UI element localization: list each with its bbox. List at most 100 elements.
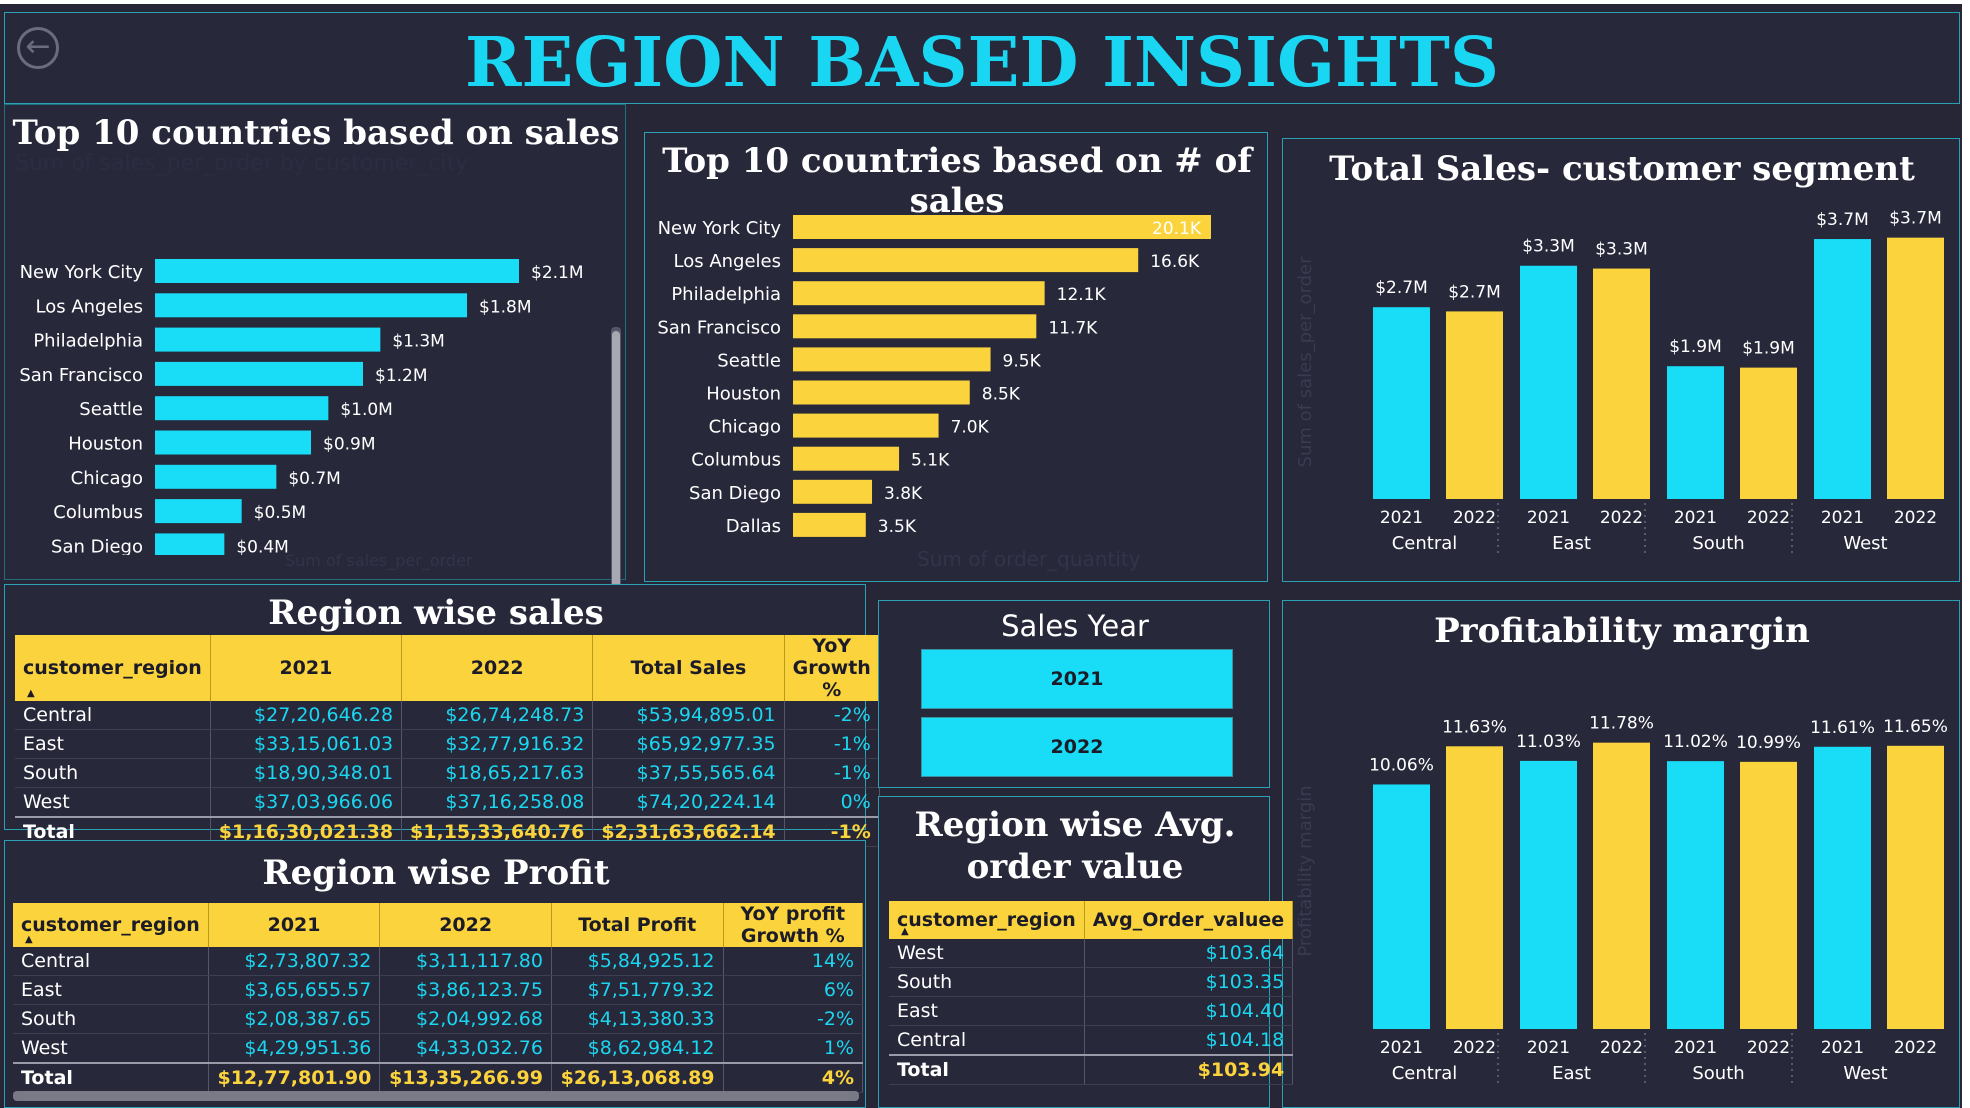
x-tick-label: 2021 bbox=[1527, 1038, 1570, 1058]
data-label: $3.3M bbox=[1522, 237, 1575, 257]
bar bbox=[155, 533, 225, 555]
profit-margin-chart: 10.06% 2021 11.63% 2022 Central 11.03% 2021 11.… bbox=[1295, 714, 1948, 1084]
table-cell: 6% bbox=[723, 975, 864, 1005]
sales-header-cell[interactable]: Total Sales bbox=[592, 635, 785, 701]
x-tick-label: 2021 bbox=[1821, 508, 1864, 528]
table-cell: Central bbox=[13, 947, 209, 976]
segment-chart: $2.7M 2021 $2.7M 2022 Central $3.3M 2021 $3.3M 2… bbox=[1295, 209, 1944, 554]
group-label: East bbox=[1552, 1063, 1591, 1084]
slicer-option-2021[interactable]: 2021 bbox=[921, 649, 1233, 709]
table-cell: 0% bbox=[784, 787, 880, 818]
table-cell: -1% bbox=[784, 758, 880, 788]
table-row: West $103.64 bbox=[889, 939, 1294, 968]
bar bbox=[1667, 366, 1724, 499]
table-cell: $3,11,117.80 bbox=[379, 947, 552, 976]
x-tick-label: 2022 bbox=[1600, 1038, 1643, 1058]
profit-table-scrollbar[interactable] bbox=[13, 1091, 859, 1101]
aov-title-line1: Region wise Avg. bbox=[914, 805, 1236, 845]
table-cell: $7,51,779.32 bbox=[551, 975, 724, 1005]
top-sales-scrollbar-thumb[interactable] bbox=[612, 331, 620, 625]
category-label: New York City bbox=[20, 262, 144, 283]
table-cell: $26,74,248.73 bbox=[401, 701, 594, 730]
x-tick-label: 2021 bbox=[1380, 1038, 1423, 1058]
bar bbox=[1446, 746, 1503, 1029]
table-row: East $33,15,061.03 $32,77,916.32 $65,92,977… bbox=[15, 729, 880, 759]
table-cell: West bbox=[15, 787, 211, 818]
x-tick-label: 2022 bbox=[1453, 508, 1496, 528]
aov-header-cell[interactable]: customer_region ▲ bbox=[889, 901, 1085, 939]
group-label: West bbox=[1843, 533, 1887, 554]
table-row: West $37,03,966.06 $37,16,258.08 $74,20,224… bbox=[15, 787, 880, 818]
table-row: Central $2,73,807.32 $3,11,117.80 $5,84,925… bbox=[13, 947, 864, 976]
data-label: $0.4M bbox=[236, 537, 289, 555]
bar bbox=[155, 327, 381, 352]
total-cell: $13,35,266.99 bbox=[379, 1062, 552, 1093]
table-cell: -2% bbox=[784, 701, 880, 730]
table-cell: $33,15,061.03 bbox=[210, 729, 403, 759]
table-cell: West bbox=[13, 1033, 209, 1064]
table-cell: $74,20,224.14 bbox=[592, 787, 785, 818]
category-label: Columbus bbox=[691, 450, 781, 471]
table-cell: 14% bbox=[723, 947, 864, 976]
table-cell: $104.40 bbox=[1084, 996, 1294, 1026]
top-sales-xlabel: Sum of sales_per_order bbox=[285, 551, 473, 570]
category-label: Philadelphia bbox=[33, 331, 143, 352]
x-tick-label: 2022 bbox=[1894, 508, 1937, 528]
sales-header-cell[interactable]: 2021 bbox=[210, 635, 403, 701]
x-tick-label: 2022 bbox=[1894, 1038, 1937, 1058]
group-label: West bbox=[1843, 1063, 1887, 1084]
category-label: Seattle bbox=[717, 350, 781, 371]
profit-header-cell[interactable]: 2022 bbox=[379, 903, 552, 947]
group-label: Central bbox=[1392, 533, 1458, 554]
segment-panel: Total Sales- customer segment $2.7M 2021 $… bbox=[1282, 138, 1960, 582]
category-label: Dallas bbox=[726, 516, 781, 537]
table-cell: $4,29,951.36 bbox=[208, 1033, 381, 1064]
category-label: Columbus bbox=[53, 502, 143, 523]
data-label: 5.1K bbox=[911, 451, 950, 471]
table-cell: West bbox=[889, 939, 1085, 968]
region-sales-panel: Region wise sales customer_region ▲ 2021 20… bbox=[4, 584, 880, 847]
table-row: South $18,90,348.01 $18,65,217.63 $37,55,56… bbox=[15, 758, 880, 788]
table-cell: $32,77,916.32 bbox=[401, 729, 594, 759]
table-cell: $37,55,565.64 bbox=[592, 758, 785, 788]
sort-ascending-icon[interactable]: ▲ bbox=[25, 934, 33, 945]
category-label: San Diego bbox=[51, 536, 143, 555]
table-cell: $37,03,966.06 bbox=[210, 787, 403, 818]
bar bbox=[155, 499, 242, 524]
category-label: Houston bbox=[706, 384, 781, 405]
top-sales-title: Top 10 countries based on sales bbox=[12, 113, 620, 153]
bar bbox=[1593, 268, 1650, 499]
profit-header-cell[interactable]: customer_region ▲ bbox=[13, 903, 209, 947]
aov-header-cell[interactable]: Avg_Order_valuee bbox=[1084, 901, 1294, 939]
profit-header-cell[interactable]: 2021 bbox=[208, 903, 381, 947]
bar bbox=[155, 464, 277, 489]
data-label: $2.1M bbox=[531, 263, 584, 283]
slicer-option-2022[interactable]: 2022 bbox=[921, 717, 1233, 777]
back-arrow-icon[interactable]: ← bbox=[17, 27, 59, 69]
table-cell: South bbox=[15, 758, 211, 788]
total-cell: $103.94 bbox=[1084, 1054, 1294, 1085]
bar bbox=[793, 446, 900, 471]
x-tick-label: 2021 bbox=[1527, 508, 1570, 528]
sort-ascending-icon[interactable]: ▲ bbox=[27, 688, 35, 699]
data-label: 3.5K bbox=[878, 517, 917, 537]
bar bbox=[793, 479, 873, 504]
table-cell: $2,08,387.65 bbox=[208, 1004, 381, 1034]
sales-header-cell[interactable]: customer_region ▲ bbox=[15, 635, 211, 701]
table-cell: $8,62,984.12 bbox=[551, 1033, 724, 1064]
group-label: East bbox=[1552, 533, 1591, 554]
data-label: 20.1K bbox=[1152, 219, 1202, 239]
bar bbox=[793, 281, 1045, 306]
table-cell: $65,92,977.35 bbox=[592, 729, 785, 759]
x-tick-label: 2021 bbox=[1674, 508, 1717, 528]
bar bbox=[1446, 311, 1503, 499]
x-tick-label: 2022 bbox=[1600, 508, 1643, 528]
region-sales-table: customer_region ▲ 2021 2022 Total Sales YoY G… bbox=[15, 635, 880, 847]
profit-header-cell[interactable]: Total Profit bbox=[551, 903, 724, 947]
bar bbox=[155, 259, 519, 283]
profit-header-cell[interactable]: YoY profit Growth % bbox=[723, 903, 864, 947]
category-label: Houston bbox=[68, 434, 143, 455]
sales-header-cell[interactable]: 2022 bbox=[401, 635, 594, 701]
sales-header-cell[interactable]: YoY Growth % bbox=[784, 635, 880, 701]
sort-ascending-icon[interactable]: ▲ bbox=[901, 926, 909, 937]
